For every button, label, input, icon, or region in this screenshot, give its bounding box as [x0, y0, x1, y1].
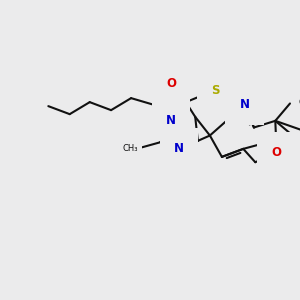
Text: N: N: [240, 98, 250, 111]
Text: N: N: [174, 142, 184, 155]
Text: O: O: [166, 77, 176, 90]
Text: N: N: [166, 114, 176, 127]
Text: O: O: [272, 146, 282, 159]
Text: S: S: [211, 84, 220, 97]
Text: CH₃: CH₃: [298, 98, 300, 106]
Text: CH₃: CH₃: [122, 144, 138, 153]
